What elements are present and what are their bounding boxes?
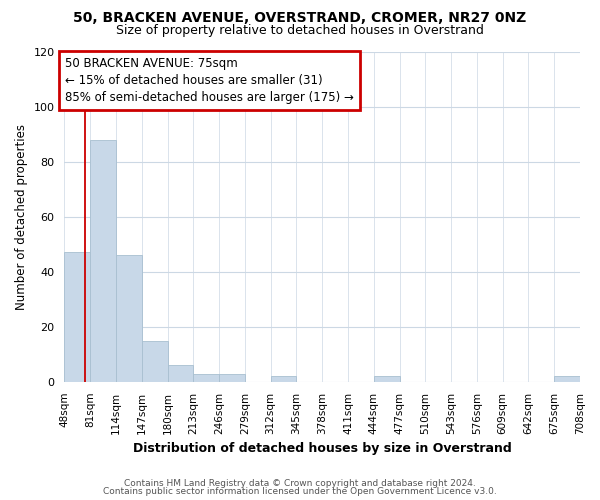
Bar <box>271 376 296 382</box>
Text: Contains HM Land Registry data © Crown copyright and database right 2024.: Contains HM Land Registry data © Crown c… <box>124 478 476 488</box>
Bar <box>90 140 116 382</box>
Text: 50, BRACKEN AVENUE, OVERSTRAND, CROMER, NR27 0NZ: 50, BRACKEN AVENUE, OVERSTRAND, CROMER, … <box>73 11 527 25</box>
Bar <box>374 376 400 382</box>
Bar <box>142 340 167 382</box>
Text: Contains public sector information licensed under the Open Government Licence v3: Contains public sector information licen… <box>103 487 497 496</box>
X-axis label: Distribution of detached houses by size in Overstrand: Distribution of detached houses by size … <box>133 442 512 455</box>
Bar <box>193 374 219 382</box>
Bar <box>116 255 142 382</box>
Y-axis label: Number of detached properties: Number of detached properties <box>15 124 28 310</box>
Bar <box>64 252 90 382</box>
Text: Size of property relative to detached houses in Overstrand: Size of property relative to detached ho… <box>116 24 484 37</box>
Bar <box>167 366 193 382</box>
Bar <box>219 374 245 382</box>
Text: 50 BRACKEN AVENUE: 75sqm
← 15% of detached houses are smaller (31)
85% of semi-d: 50 BRACKEN AVENUE: 75sqm ← 15% of detach… <box>65 57 354 104</box>
Bar <box>554 376 580 382</box>
